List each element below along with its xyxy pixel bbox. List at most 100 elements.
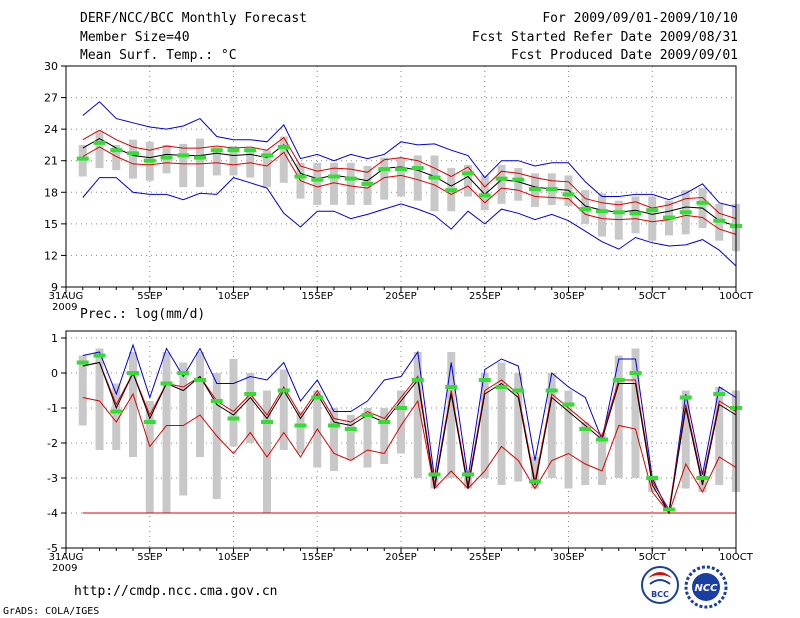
precipitation-median-marker — [93, 353, 106, 358]
precipitation-xtick-label: 10OCT — [719, 552, 754, 563]
precipitation-median-marker — [411, 378, 424, 382]
temperature-box-bar — [112, 144, 121, 171]
temperature-box-bar — [129, 139, 137, 179]
temperature-box-bar — [598, 193, 606, 237]
precipitation-median-marker — [529, 479, 541, 484]
temperature-std-upper-line — [82, 129, 737, 220]
temperature-median-marker — [244, 148, 257, 153]
precipitation-ytick-label: -1 — [47, 402, 58, 415]
temperature-box-bar — [229, 145, 238, 176]
precipitation-median-marker — [160, 381, 173, 386]
temperature-ytick-label: 27 — [44, 92, 58, 105]
precipitation-max-line — [82, 343, 737, 515]
precipitation-median-marker — [696, 476, 709, 480]
precipitation-box-bar — [715, 387, 724, 485]
precipitation-xtick-year-label: 2009 — [52, 563, 77, 574]
forecast-start-label: Fcst Started Refer Date 2009/08/31 — [471, 30, 738, 45]
temperature-xtick-label: 5SEP — [137, 291, 162, 302]
precipitation-median-marker — [545, 388, 558, 393]
temperature-ytick-label: 9 — [51, 281, 58, 294]
temperature-median-marker — [713, 218, 726, 223]
precipitation-box-bar — [95, 348, 104, 450]
temperature-median-marker — [411, 166, 424, 171]
temperature-xtick-label: 15SEP — [302, 291, 333, 302]
temperature-median-marker — [311, 177, 324, 182]
temperature-xtick-label: 25SEP — [469, 291, 500, 302]
temperature-median-marker — [478, 193, 491, 198]
precipitation-median-marker — [127, 371, 139, 375]
precipitation-box-bar — [681, 390, 690, 489]
temperature-median-marker — [646, 208, 659, 213]
precipitation-xtick-label: 5SEP — [137, 552, 162, 563]
temperature-box-bar — [397, 157, 405, 197]
temperature-box-bar — [497, 164, 506, 204]
temperature-median-marker — [529, 187, 541, 192]
precipitation-xtick-label: 31AUG — [49, 552, 84, 563]
temperature-median-marker — [261, 153, 273, 158]
temperature-median-marker — [679, 210, 692, 215]
temperature-box-bar — [196, 138, 204, 188]
temperature-box-bar — [279, 136, 288, 183]
precipitation-median-marker — [143, 420, 156, 424]
precipitation-median-marker — [495, 385, 508, 389]
precipitation-box-bar — [581, 422, 590, 485]
precipitation-box-bar — [346, 415, 355, 461]
precipitation-box-bar — [162, 352, 171, 513]
temperature-box-bar — [614, 200, 623, 240]
precipitation-ytick-label: -4 — [47, 507, 58, 520]
temperature-median-marker — [596, 209, 608, 214]
precipitation-box-bar — [263, 390, 271, 513]
temperature-median-marker — [177, 153, 190, 158]
temperature-box-bar — [430, 155, 439, 212]
footer-url[interactable]: http://cmdp.ncc.cma.gov.cn — [74, 584, 278, 599]
precipitation-median-marker — [311, 395, 324, 400]
temperature-xtick-label: 5OCT — [639, 291, 667, 302]
temperature-box-bar — [95, 131, 104, 169]
precipitation-xtick-label: 25SEP — [469, 552, 500, 563]
precipitation-ytick-label: 0 — [51, 367, 58, 380]
temperature-median-marker — [194, 155, 206, 160]
temperature-std-lower-line — [82, 146, 737, 235]
temperature-median-marker — [462, 171, 474, 176]
temperature-ytick-label: 24 — [44, 123, 58, 136]
precipitation-median-marker — [294, 423, 307, 428]
precipitation-box-bar — [397, 390, 405, 454]
temperature-box-bar — [330, 162, 338, 205]
temperature-median-marker — [378, 167, 391, 172]
temperature-ytick-label: 18 — [44, 186, 58, 199]
temperature-max-line — [82, 101, 737, 208]
precipitation-box-bar — [564, 390, 573, 489]
precipitation-box-bar — [514, 373, 523, 482]
precipitation-median-marker — [478, 378, 491, 382]
temperature-median-marker — [277, 145, 290, 150]
precipitation-ytick-label: 1 — [51, 332, 58, 345]
precipitation-box-bar — [279, 369, 288, 450]
precipitation-median-marker — [663, 507, 675, 512]
temperature-median-marker — [361, 181, 374, 186]
temperature-median-marker — [696, 200, 709, 205]
precipitation-box-bar — [296, 411, 305, 454]
precipitation-box-bar — [531, 457, 539, 489]
precipitation-median-marker — [713, 392, 726, 396]
precipitation-xtick-label: 15SEP — [302, 552, 333, 563]
temperature-xtick-label: 30SEP — [553, 291, 584, 302]
precipitation-median-marker — [244, 392, 257, 396]
temperature-median-marker — [629, 211, 642, 216]
precipitation-median-marker — [562, 402, 575, 407]
precipitation-xtick-label: 30SEP — [553, 552, 584, 563]
temperature-median-marker — [227, 148, 240, 153]
precipitation-box-bar — [78, 355, 87, 426]
precipitation-median-marker — [361, 413, 374, 417]
temperature-box-bar — [581, 190, 590, 224]
temperature-median-marker — [579, 207, 592, 212]
temperature-xtick-label: 10OCT — [719, 291, 754, 302]
precipitation-std-lower-line — [82, 392, 737, 515]
temperature-median-marker — [663, 215, 675, 220]
precipitation-box-bar — [614, 355, 623, 478]
precipitation-mean-line — [82, 361, 737, 515]
precipitation-median-marker — [227, 416, 240, 421]
precipitation-box-bar — [631, 348, 640, 478]
temperature-ytick-label: 15 — [44, 218, 58, 231]
temperature-box-bar — [648, 196, 657, 241]
